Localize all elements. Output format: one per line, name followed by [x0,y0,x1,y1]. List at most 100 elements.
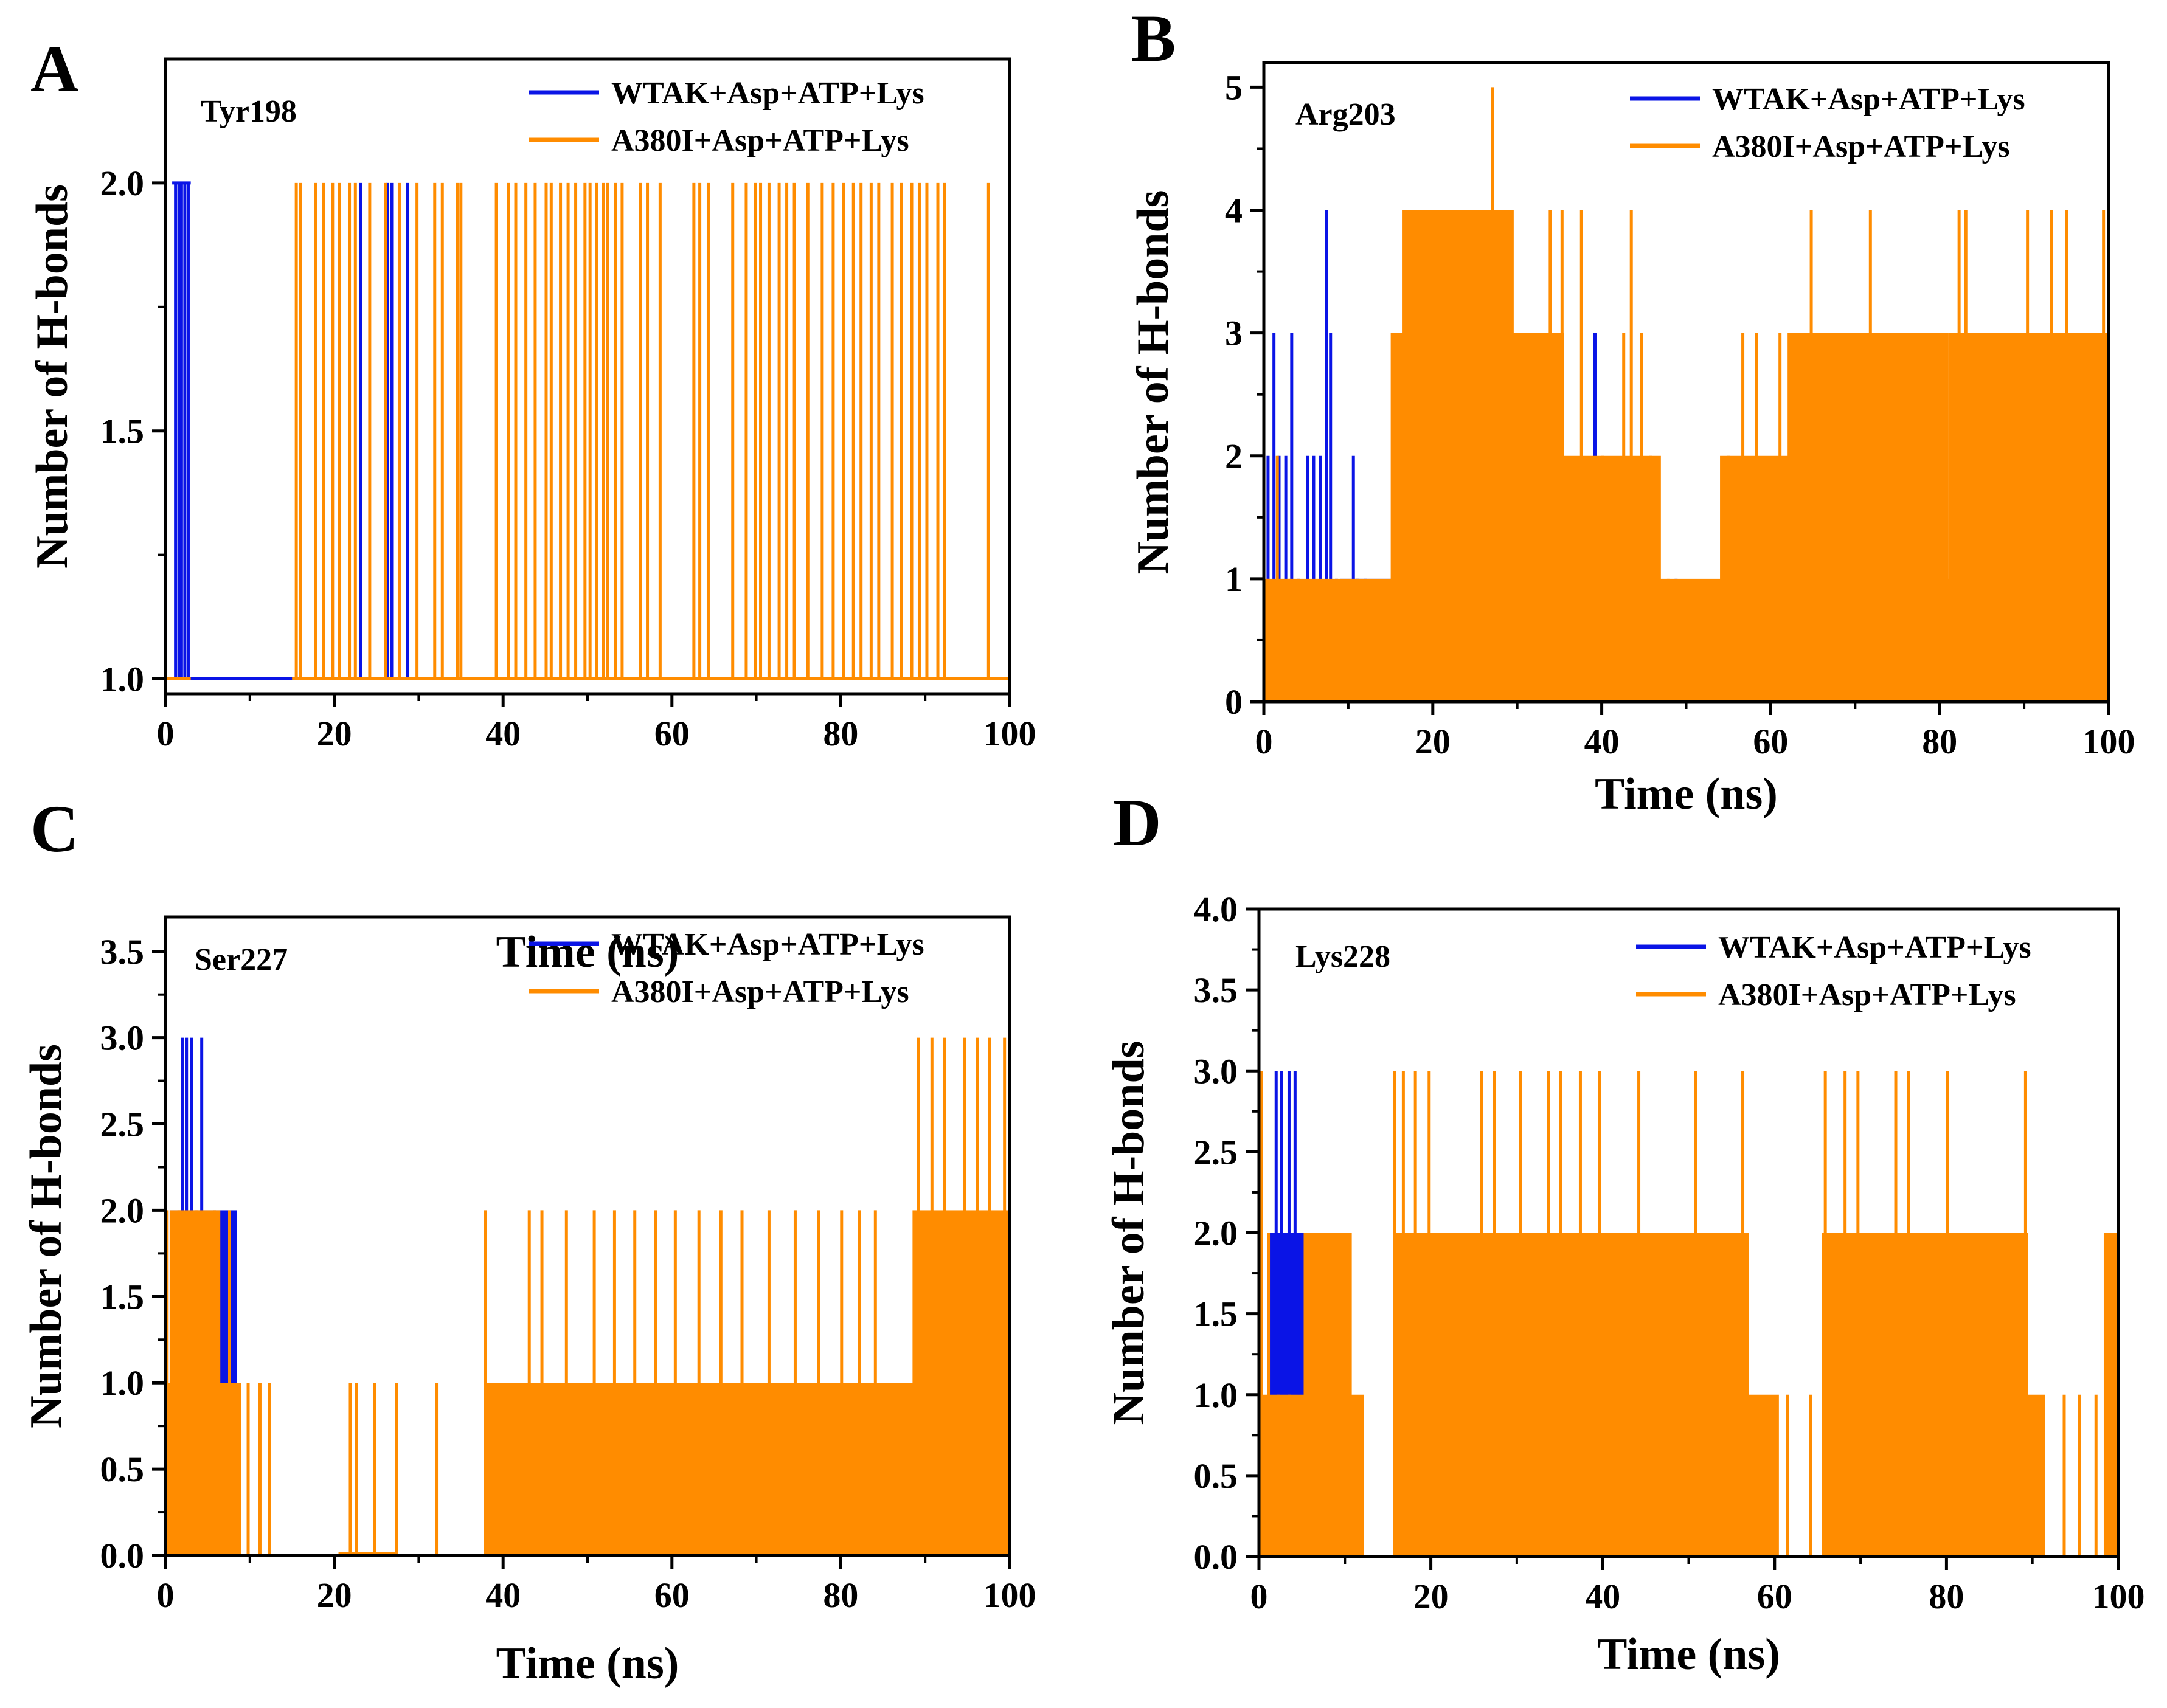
plot-area [165,1037,1010,1555]
x-tick-label: 0 [157,714,175,753]
x-tick-label: 40 [485,714,521,753]
x-tick-label: 40 [1584,722,1620,761]
legend: WTAK+Asp+ATP+Lys A380I+Asp+ATP+Lys [1636,930,2031,1012]
hbond-fill-block [1303,1233,1352,1557]
legend-label: A380I+Asp+ATP+Lys [611,975,909,1009]
y-tick-label: 1.0 [1194,1375,1238,1415]
x-tick-label: 40 [1585,1577,1620,1616]
x-tick-label: 100 [983,1575,1036,1615]
series-a380i [294,182,990,679]
panel-b: 0 20 40 60 80 100 0 1 2 3 4 5 Time (ns) Number of H-b… [1128,1,2135,819]
y-tick-label: 2.5 [1194,1132,1238,1172]
hbond-fill-block [486,1383,917,1555]
y-tick-label: 0.5 [1194,1456,1238,1496]
x-axis-title: Time (ns) [496,1639,679,1689]
residue-label: Tyr198 [201,94,297,129]
y-tick-label: 3.0 [1194,1051,1238,1091]
legend: WTAK+Asp+ATP+Lys A380I+Asp+ATP+Lys [529,927,924,1009]
y-tick-label: 1.0 [100,660,145,699]
x-tick-label: 40 [485,1575,521,1615]
y-tick-label: 3 [1225,314,1243,353]
y-tick-label: 3.0 [100,1018,145,1058]
y-axis-title: Number of H-bonds [1104,1041,1154,1425]
panel-letter: D [1113,786,1161,860]
x-tick-label: 20 [317,1575,352,1615]
x-tick-label: 20 [1413,1577,1449,1616]
series-wt [174,182,409,679]
legend-label: A380I+Asp+ATP+Lys [1712,130,2010,164]
hbond-fill-block [1720,455,1797,702]
x-tick-label: 60 [1753,722,1788,761]
x-tick-label: 0 [157,1575,175,1615]
y-axis-title: Number of H-bonds [1128,190,1178,575]
y-tick-label: 1.5 [1194,1295,1238,1334]
legend-label: WTAK+Asp+ATP+Lys [611,927,924,962]
x-tick-label: 80 [823,1575,858,1615]
x-tick-label: 100 [2082,722,2135,761]
y-tick-label: 1.5 [100,1277,145,1316]
y-tick-label: 1.0 [100,1363,145,1403]
y-tick-label: 2.0 [100,164,145,203]
hbond-fill-block [338,1552,398,1555]
y-tick-label: 0 [1225,682,1243,722]
y-tick-label: 1 [1225,559,1243,599]
x-tick-label: 80 [1922,722,1957,761]
y-tick-label: 5 [1225,67,1243,107]
x-tick-label: 20 [1415,722,1451,761]
legend-label: WTAK+Asp+ATP+Lys [1712,82,2025,117]
residue-label: Ser227 [195,942,288,977]
x-tick-label: 0 [1255,722,1273,761]
y-tick-label: 4 [1225,191,1243,230]
panel-c: 0 20 40 60 80 100 0.0 0.5 1.0 1.5 2.0 2.5 3.0 3.5 Time… [21,792,1036,1689]
x-tick-label: 0 [1250,1577,1268,1616]
y-tick-label: 0.0 [1194,1537,1238,1577]
x-axis-title: Time (ns) [1597,1630,1780,1679]
panel-a: 0 20 40 60 80 100 1.0 1.5 2.0 Time (ns) Number of … [27,32,1036,977]
legend: WTAK+Asp+ATP+Lys A380I+Asp+ATP+Lys [529,76,924,158]
y-axis-title: Number of H-bonds [21,1044,71,1428]
legend-label: WTAK+Asp+ATP+Lys [611,76,924,111]
legend-label: WTAK+Asp+ATP+Lys [1718,930,2031,965]
legend-label: A380I+Asp+ATP+Lys [611,123,909,158]
y-tick-label: 4.0 [1194,890,1238,929]
x-tick-label: 100 [2092,1577,2145,1616]
x-tick-label: 80 [1929,1577,1964,1616]
hbond-fill-block [912,1210,1010,1555]
hbond-fill-block [1822,1233,2028,1557]
x-tick-label: 100 [983,714,1036,753]
y-axis-title: Number of H-bonds [27,184,77,569]
hbond-fill-block [2023,1394,2045,1557]
y-tick-label: 3.5 [100,932,145,972]
x-tick-label: 60 [1757,1577,1792,1616]
panel-letter: C [30,792,78,866]
plot-area [165,181,1010,681]
y-tick-label: 2.0 [1194,1214,1238,1253]
y-tick-label: 0.0 [100,1536,145,1575]
hbond-fill-block [169,1210,221,1383]
legend-label: A380I+Asp+ATP+Lys [1718,978,2016,1012]
x-tick-label: 60 [654,714,690,753]
panel-letter: A [30,32,78,106]
x-tick-label: 80 [823,714,858,753]
hbond-fill-block [1787,333,1949,702]
hbond-fill-block [1564,455,1661,702]
series-a380i [1264,87,2109,702]
y-tick-label: 2.0 [100,1191,145,1230]
hbond-fill-block [1403,210,1513,702]
series-a380i [165,1037,1010,1555]
hbond-fill-block [1443,1233,1749,1557]
hbond-fill-block [2103,1233,2118,1557]
y-tick-label: 3.5 [1194,970,1238,1010]
hbond-fill-block [1749,1394,1779,1557]
panel-d: 0 20 40 60 80 100 0.0 0.5 1.0 1.5 2.0 2.5 3.0 3.5 4.0 T… [1104,786,2145,1679]
y-tick-label: 0.5 [100,1450,145,1489]
series-a380i [1259,1071,2118,1557]
residue-label: Arg203 [1295,97,1396,132]
x-tick-label: 60 [654,1575,690,1615]
y-tick-label: 2 [1225,437,1243,476]
y-tick-label: 1.5 [100,412,145,451]
x-axis-title: Time (ns) [496,927,679,977]
x-tick-label: 20 [317,714,352,753]
residue-label: Lys228 [1295,939,1390,974]
